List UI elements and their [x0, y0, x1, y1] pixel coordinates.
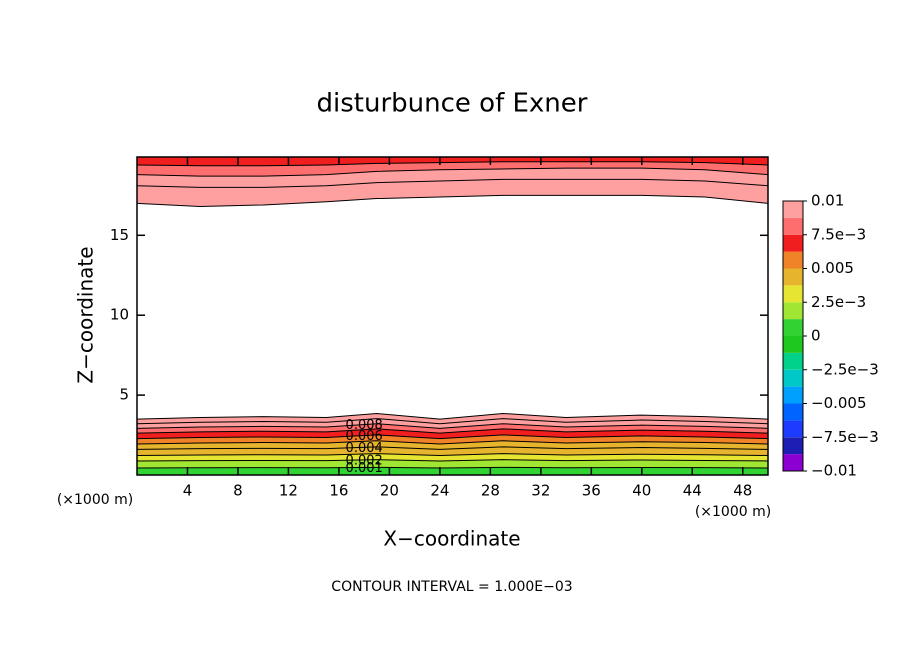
x-tick-label: 36 [582, 482, 601, 500]
x-unit-label: (×1000 m) [695, 504, 771, 520]
x-tick-label: 4 [183, 482, 193, 500]
colorbar-segment [783, 437, 803, 455]
colorbar-tick-label: 0.005 [811, 259, 854, 277]
contour-label: 0.001 [346, 461, 383, 476]
x-tick-label: 48 [733, 482, 752, 500]
x-tick-label: 12 [279, 482, 298, 500]
colorbar-tick-label: 2.5e−3 [811, 293, 866, 311]
y-tick-label: 10 [110, 306, 129, 324]
contour-fill [137, 157, 768, 166]
x-axis-label: X−coordinate [383, 527, 520, 551]
colorbar-segment [783, 319, 803, 336]
contour-fill [137, 467, 768, 475]
x-tick-label: 40 [632, 482, 651, 500]
colorbar-tick-label: −2.5e−3 [811, 360, 879, 378]
contour-line [136, 466, 769, 469]
x-tick-label: 8 [233, 482, 243, 500]
contour-label: 0.006 [346, 429, 383, 444]
x-tick-label: 24 [430, 482, 449, 500]
contour-label: 0.002 [346, 453, 383, 468]
colorbar-segment [783, 369, 803, 387]
x-tick-label: 28 [481, 482, 500, 500]
colorbar-tick-label: −7.5e−3 [811, 428, 879, 446]
contour-line [136, 178, 769, 188]
colorbar-tick-label: 0 [811, 327, 821, 345]
colorbar-segment [783, 454, 803, 471]
colorbar-segment [783, 352, 803, 370]
x-tick-label: 16 [329, 482, 348, 500]
contour-line [136, 418, 769, 425]
colorbar-segment [783, 420, 803, 438]
colorbar-segment [783, 234, 803, 252]
colorbar-segment [783, 302, 803, 320]
colorbar-segment [783, 386, 803, 404]
x-tick-label: 32 [531, 482, 550, 500]
chart-title: disturbunce of Exner [317, 89, 588, 119]
contour-line [136, 423, 769, 429]
contour-line [136, 428, 769, 434]
colorbar-tick-label: 7.5e−3 [811, 225, 866, 243]
y-unit-label: (×1000 m) [57, 492, 133, 508]
y-tick-label: 15 [110, 226, 129, 244]
contour-line [136, 459, 769, 462]
contour-line [136, 446, 769, 450]
contour-line [136, 453, 769, 457]
colorbar-tick-label: 0.01 [811, 192, 844, 210]
contour-line [136, 194, 769, 208]
footnote: CONTOUR INTERVAL = 1.000E−03 [331, 579, 572, 595]
colorbar-segment [783, 336, 803, 353]
colorbar-segment [783, 217, 803, 235]
y-tick-label: 5 [119, 386, 129, 404]
contour-line [136, 412, 769, 420]
contour-line [136, 167, 769, 177]
contour-line [136, 434, 769, 440]
colorbar-segment [783, 285, 803, 303]
colorbar-tick-label: −0.005 [811, 394, 867, 412]
contour-label: 0.004 [346, 441, 383, 456]
plot-frame [136, 156, 769, 476]
colorbar-segment [783, 251, 803, 269]
colorbar-segment [783, 403, 803, 421]
x-tick-label: 20 [380, 482, 399, 500]
colorbar-segment [783, 268, 803, 286]
colorbar-tick-label: −0.01 [811, 462, 857, 480]
colorbar-segment [783, 201, 803, 218]
x-tick-label: 44 [683, 482, 702, 500]
y-axis-label: Z−coordinate [74, 246, 98, 383]
contour-line [136, 440, 769, 445]
